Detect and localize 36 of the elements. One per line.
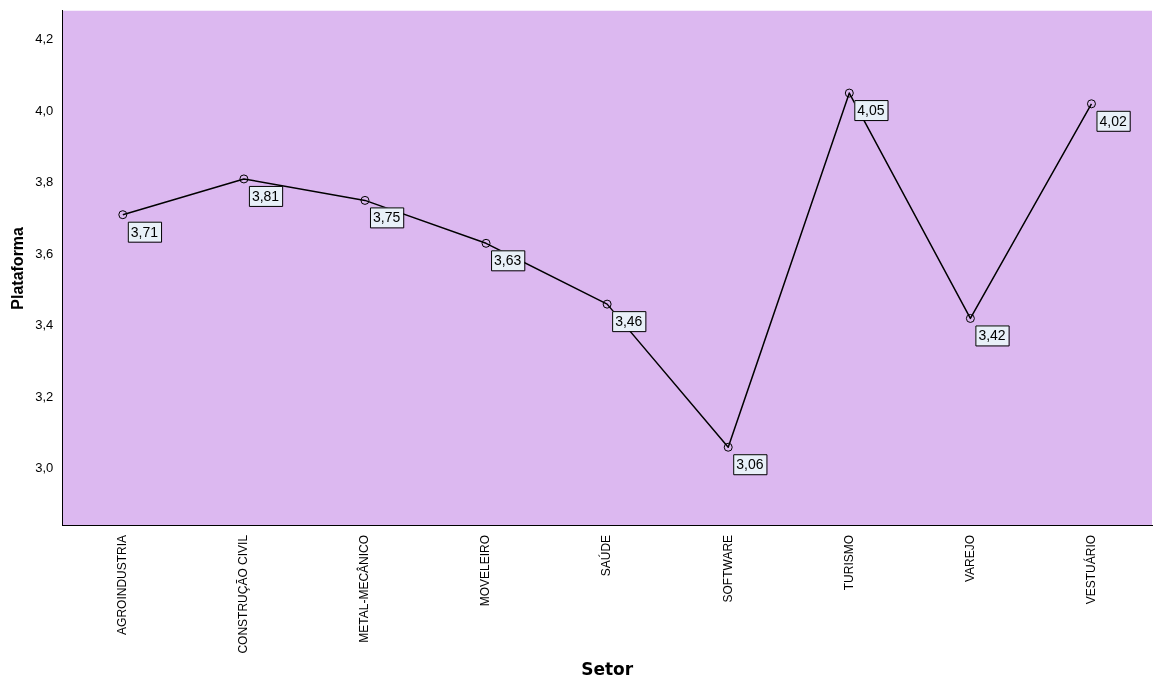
x-tick-label: METAL-MECÂNICO: [356, 534, 372, 643]
point: [723, 442, 733, 452]
x-tick-label: SOFTWARE: [720, 534, 735, 603]
x-tick-label: CONSTRUÇÃO CIVIL: [236, 534, 251, 654]
data-label: 4,02: [1099, 112, 1127, 129]
y-tick-label: 3,6: [35, 245, 54, 261]
point: [965, 313, 975, 323]
x-tick-label: TURISMO: [841, 534, 856, 591]
y-tick-label: 3,0: [35, 460, 54, 476]
x-tick-label: VAREJO: [962, 534, 977, 583]
x-tick-label: MOVELEIRO: [478, 534, 493, 607]
data-label: 3,46: [615, 312, 643, 329]
point: [481, 238, 491, 248]
point: [239, 174, 249, 184]
y-tick-label: 4,0: [35, 102, 54, 118]
y-tick-label: 4,2: [35, 31, 54, 46]
y-tick-label: 3,2: [35, 388, 54, 404]
point: [360, 195, 370, 205]
data-label: 4,05: [857, 101, 885, 118]
y-tick-label: 3,8: [35, 174, 54, 190]
x-tick-label: SAÚDE: [598, 534, 614, 577]
x-tick-label: AGROINDUSTRIA: [115, 534, 130, 635]
y-tick-label: 3,4: [35, 317, 54, 333]
point: [118, 210, 128, 220]
x-axis-title: Setor: [581, 659, 634, 680]
data-label: 3,63: [494, 252, 522, 269]
point: [602, 299, 612, 309]
data-label: 3,06: [736, 456, 764, 473]
data-label: 3,71: [130, 223, 159, 240]
point: [844, 88, 854, 98]
data-label: 3,75: [372, 209, 401, 226]
data-label: 3,81: [251, 187, 280, 204]
y-axis-title: Plataforma: [9, 226, 27, 310]
data-label: 3,42: [978, 327, 1006, 344]
x-tick-label: VESTUÁRIO: [1082, 534, 1098, 605]
point: [1086, 99, 1096, 109]
